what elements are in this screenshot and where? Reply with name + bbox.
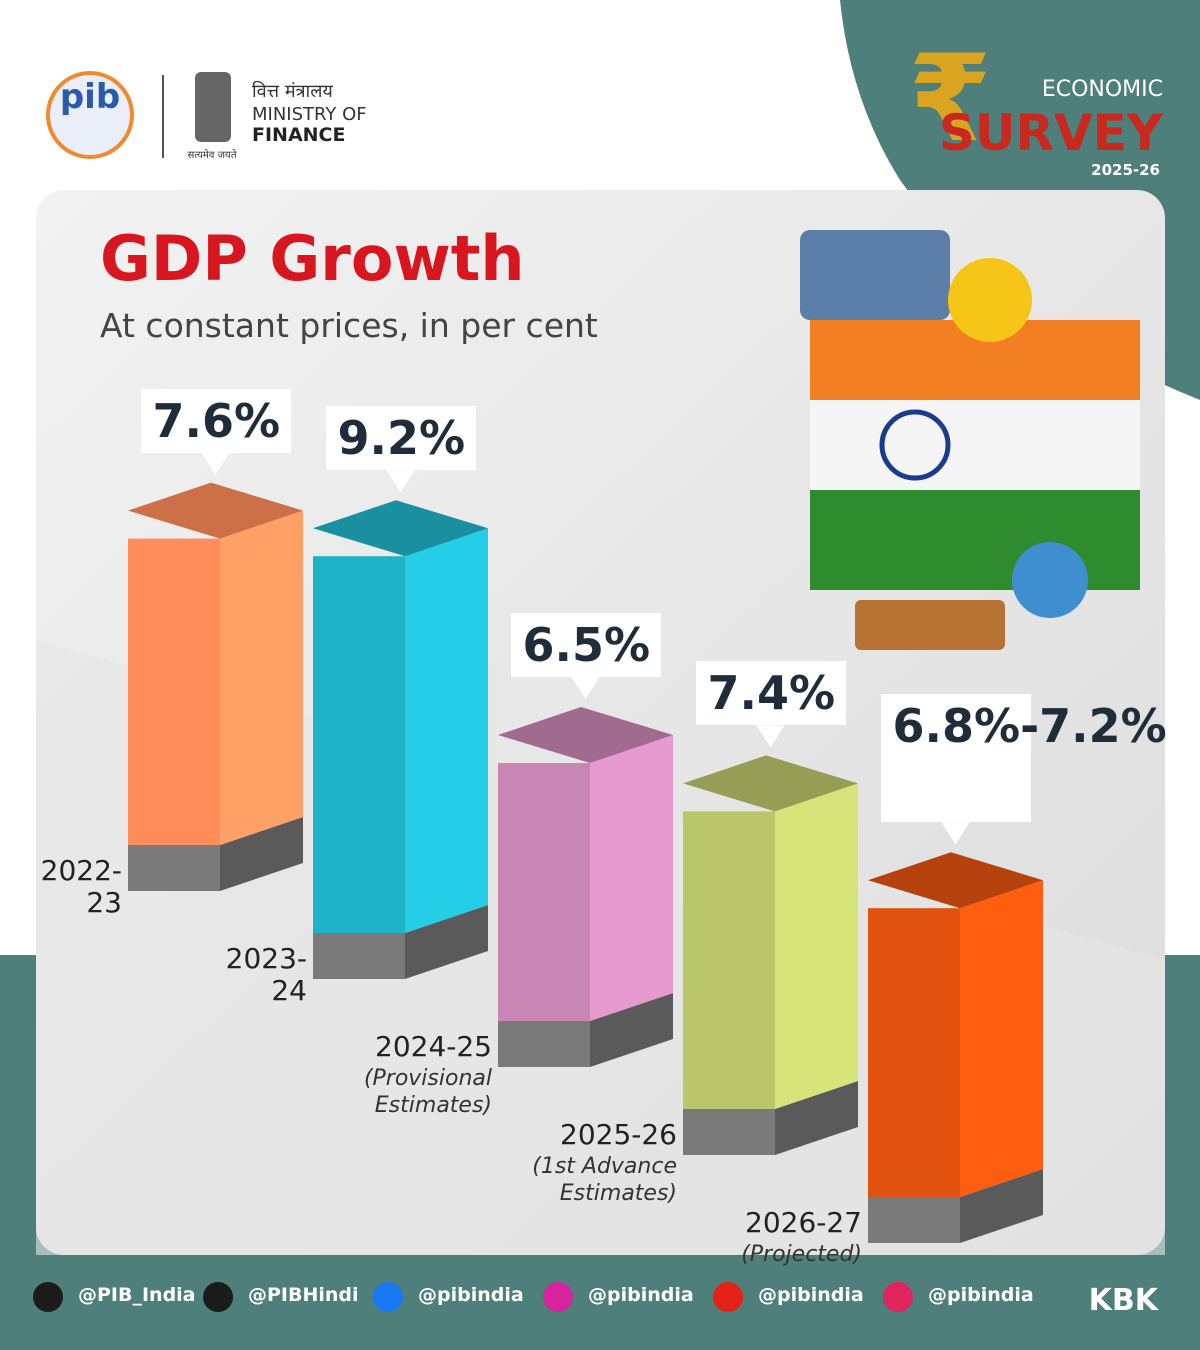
- globe: [1012, 542, 1088, 618]
- chart-subtitle: At constant prices, in per cent: [100, 306, 598, 345]
- category-note: (Projected): [741, 1242, 862, 1267]
- bar-side: [220, 510, 303, 845]
- category-note: (Provisional Estimates): [363, 1066, 492, 1118]
- social-handle: @pibindia: [758, 1284, 864, 1306]
- bar: [128, 538, 220, 845]
- category-label: 2022-23: [40, 854, 122, 919]
- bar-plinth: [683, 1109, 775, 1155]
- social-icon[interactable]: [373, 1282, 403, 1312]
- category-label: 2024-25: [375, 1030, 492, 1063]
- helmet: [948, 258, 1032, 342]
- social-handle: @pibindia: [588, 1284, 694, 1306]
- chakra: [879, 409, 951, 481]
- label-pointer: [571, 677, 600, 699]
- category-label: 2025-26: [560, 1118, 677, 1151]
- bar-top: [498, 707, 673, 763]
- chart-title: GDP Growth: [100, 222, 525, 295]
- social-handle: @pibindia: [418, 1284, 524, 1306]
- footer-bar: [0, 1255, 1200, 1350]
- category-note: (1st Advance Estimates): [532, 1154, 677, 1206]
- badge-symbol: ₹: [908, 30, 992, 169]
- bag-stripe: [810, 490, 1140, 590]
- bag-stripe: [810, 400, 1140, 490]
- social-icon[interactable]: [543, 1282, 573, 1312]
- bar-side: [590, 735, 673, 1021]
- bar-top: [868, 852, 1043, 909]
- bar-plinth: [128, 845, 220, 891]
- bar: [498, 763, 590, 1021]
- category-label: 2026-27: [745, 1206, 862, 1239]
- social-handle: @PIBHindi: [248, 1284, 359, 1306]
- bag-illustration: [800, 230, 1140, 650]
- social-icon[interactable]: [203, 1282, 233, 1312]
- ministry-hindi: वित्त मंत्रालय: [252, 80, 333, 102]
- bar: [313, 556, 405, 933]
- label-pointer: [941, 822, 970, 845]
- crate: [855, 600, 1005, 650]
- category-label: 2023-24: [225, 942, 307, 1007]
- value-label: 7.4%: [695, 661, 846, 726]
- bar-side: [775, 783, 858, 1109]
- bar-plinth-side: [775, 1081, 858, 1155]
- badge-line2: SURVEY: [939, 104, 1164, 162]
- ministry-line1: MINISTRY OF: [252, 104, 367, 125]
- value-label: 7.6%: [140, 388, 291, 453]
- pib-logo-text: pib: [60, 77, 120, 117]
- bar-plinth-side: [960, 1169, 1043, 1243]
- social-icon[interactable]: [883, 1282, 913, 1312]
- bar-side: [960, 880, 1043, 1197]
- bar-plinth: [868, 1197, 960, 1243]
- bar-plinth-side: [405, 905, 488, 979]
- label-pointer: [386, 470, 415, 493]
- value-label: 6.5%: [510, 613, 661, 677]
- value-label: 9.2%: [325, 406, 476, 471]
- motto: सत्यमेव जयते: [187, 149, 236, 161]
- bar-plinth-side: [220, 817, 303, 891]
- bar-side: [405, 528, 488, 933]
- social-icon[interactable]: [33, 1282, 63, 1312]
- bar-top: [683, 755, 858, 812]
- label-pointer: [201, 452, 230, 475]
- bar: [868, 908, 960, 1197]
- badge-line1: ECONOMIC: [1042, 77, 1163, 102]
- bar-plinth: [313, 933, 405, 979]
- pib-logo: [46, 71, 134, 159]
- ship: [800, 230, 950, 320]
- social-handle: @PIB_India: [78, 1284, 196, 1306]
- bar-top: [313, 500, 488, 557]
- bar-plinth-side: [590, 993, 673, 1067]
- label-pointer: [756, 725, 785, 748]
- bar: [683, 811, 775, 1109]
- bar-top: [128, 482, 303, 539]
- social-icon[interactable]: [713, 1282, 743, 1312]
- ministry-line2: FINANCE: [252, 124, 345, 146]
- bar-plinth: [498, 1021, 590, 1067]
- social-handle: @pibindia: [928, 1284, 1034, 1306]
- emblem: [195, 72, 231, 142]
- badge-year: 2025-26: [1091, 161, 1160, 179]
- credit: KBK: [1089, 1283, 1160, 1318]
- value-label: 6.8%-7.2%: [880, 694, 1167, 823]
